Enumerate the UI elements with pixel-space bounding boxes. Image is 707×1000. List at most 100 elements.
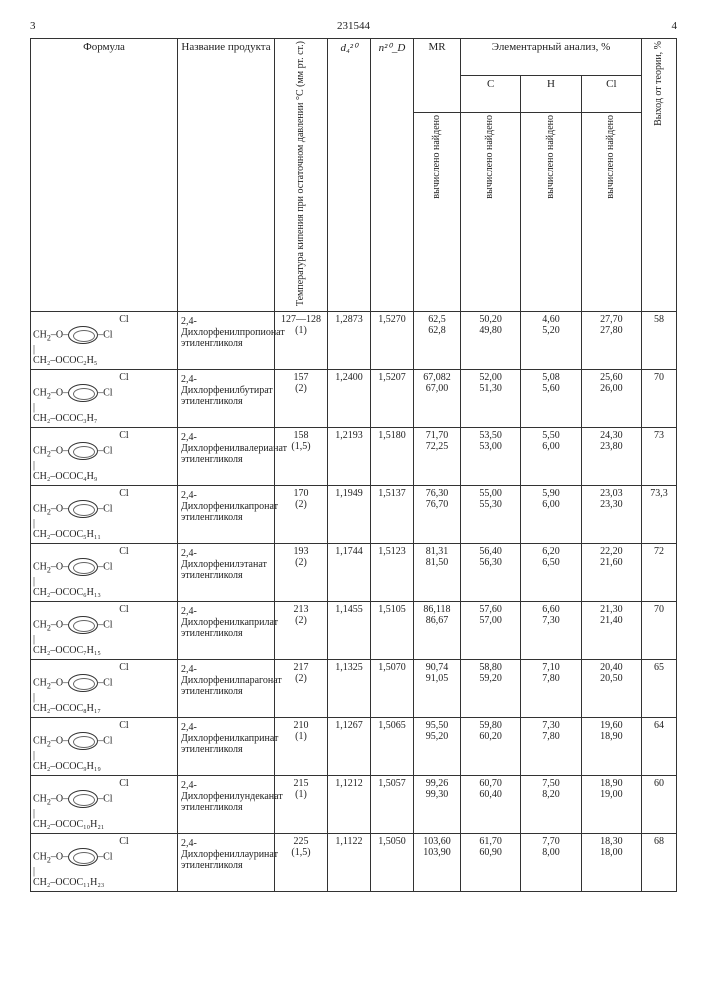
cell-c: 59,8060,20 (461, 718, 521, 776)
cell-refraction: 1,5180 (371, 428, 414, 486)
cell-density: 1,1122 (328, 834, 371, 892)
cell-refraction: 1,5050 (371, 834, 414, 892)
cell-h: 7,307,80 (521, 718, 581, 776)
cell-mr: 95,5095,20 (414, 718, 461, 776)
cell-formula: ClCH2–O––Cl|CH₂–OCOC₆H₁₃ (31, 544, 178, 602)
cell-mr: 67,08267,00 (414, 370, 461, 428)
cell-formula: ClCH2–O––Cl|CH₂–OCOC₅H₁₁ (31, 486, 178, 544)
cell-refraction: 1,5270 (371, 312, 414, 370)
cell-cl: 18,9019,00 (581, 776, 641, 834)
cell-temp: 170(2) (275, 486, 328, 544)
cell-formula: ClCH2–O––Cl|CH₂–OCOC₈H₁₇ (31, 660, 178, 718)
col-elem-h-sub: вычислено найдено (521, 112, 581, 311)
cell-temp: 127—128(1) (275, 312, 328, 370)
cell-formula: ClCH2–O––Cl|CH₂–OCOC₁₀H₂₁ (31, 776, 178, 834)
cell-formula: ClCH2–O––Cl|CH₂–OCOC₁₁H₂₃ (31, 834, 178, 892)
cell-density: 1,1744 (328, 544, 371, 602)
cell-density: 1,2873 (328, 312, 371, 370)
col-elem-c: C (461, 75, 521, 112)
table-head: Формула Название продукта Температура ки… (31, 39, 677, 312)
col-elem-h: H (521, 75, 581, 112)
col-elem-c-sub: вычислено найдено (461, 112, 521, 311)
col-mr-sub: вычислено найдено (414, 112, 461, 311)
col-elem-cl-sub: вычислено найдено (581, 112, 641, 311)
cell-mr: 86,11886,67 (414, 602, 461, 660)
col-mr: MR (414, 39, 461, 113)
page-right: 4 (672, 20, 678, 32)
cell-refraction: 1,5065 (371, 718, 414, 776)
cell-yield: 73,3 (642, 486, 677, 544)
cell-h: 6,607,30 (521, 602, 581, 660)
cell-name: 2,4-Дихлорфенилундеканат этиленгликоля (178, 776, 275, 834)
cell-density: 1,1212 (328, 776, 371, 834)
cell-density: 1,1455 (328, 602, 371, 660)
table-body: ClCH2–O––Cl|CH₂–OCOC₂H₅2,4-Дихлорфенилпр… (31, 312, 677, 892)
cell-temp: 213(2) (275, 602, 328, 660)
cell-refraction: 1,5207 (371, 370, 414, 428)
cell-h: 6,206,50 (521, 544, 581, 602)
cell-mr: 81,3181,50 (414, 544, 461, 602)
table-row: ClCH2–O––Cl|CH₂–OCOC₄H₉2,4-Дихлорфенилва… (31, 428, 677, 486)
col-yield: Выход от теории, % (642, 39, 677, 312)
data-table: Формула Название продукта Температура ки… (30, 38, 677, 892)
cell-cl: 23,0323,30 (581, 486, 641, 544)
cell-density: 1,1267 (328, 718, 371, 776)
cell-name: 2,4-Дихлорфенилкапронат этиленгликоля (178, 486, 275, 544)
cell-temp: 217(2) (275, 660, 328, 718)
cell-yield: 70 (642, 370, 677, 428)
col-refraction: n²⁰_D (371, 39, 414, 312)
cell-c: 56,4056,30 (461, 544, 521, 602)
cell-mr: 103,60103,90 (414, 834, 461, 892)
cell-refraction: 1,5070 (371, 660, 414, 718)
cell-density: 1,1949 (328, 486, 371, 544)
cell-name: 2,4-Дихлорфенилпарагонат этиленгликоля (178, 660, 275, 718)
table-row: ClCH2–O––Cl|CH₂–OCOC₉H₁₉2,4-Дихлорфенилк… (31, 718, 677, 776)
cell-h: 5,906,00 (521, 486, 581, 544)
cell-yield: 64 (642, 718, 677, 776)
table-row: ClCH2–O––Cl|CH₂–OCOC₂H₅2,4-Дихлорфенилпр… (31, 312, 677, 370)
table-row: ClCH2–O––Cl|CH₂–OCOC₅H₁₁2,4-Дихлорфенилк… (31, 486, 677, 544)
cell-density: 1,2400 (328, 370, 371, 428)
cell-h: 7,508,20 (521, 776, 581, 834)
col-elem-cl: Cl (581, 75, 641, 112)
cell-mr: 90,7491,05 (414, 660, 461, 718)
cell-temp: 210(1) (275, 718, 328, 776)
cell-yield: 70 (642, 602, 677, 660)
cell-cl: 21,3021,40 (581, 602, 641, 660)
cell-name: 2,4-Дихлорфенилвалерианат этиленгликоля (178, 428, 275, 486)
cell-temp: 158(1,5) (275, 428, 328, 486)
cell-density: 1,2193 (328, 428, 371, 486)
cell-formula: ClCH2–O––Cl|CH₂–OCOC₃H₇ (31, 370, 178, 428)
cell-yield: 68 (642, 834, 677, 892)
table-row: ClCH2–O––Cl|CH₂–OCOC₆H₁₃2,4-Дихлорфенилэ… (31, 544, 677, 602)
col-formula: Формула (31, 39, 178, 312)
cell-temp: 193(2) (275, 544, 328, 602)
cell-c: 52,0051,30 (461, 370, 521, 428)
cell-h: 5,085,60 (521, 370, 581, 428)
cell-mr: 62,562,8 (414, 312, 461, 370)
col-elem: Элементарный анализ, % (461, 39, 642, 76)
cell-name: 2,4-Дихлорфениллауринат этиленгликоля (178, 834, 275, 892)
cell-mr: 71,7072,25 (414, 428, 461, 486)
cell-formula: ClCH2–O––Cl|CH₂–OCOC₄H₉ (31, 428, 178, 486)
cell-yield: 58 (642, 312, 677, 370)
cell-cl: 22,2021,60 (581, 544, 641, 602)
cell-h: 4,605,20 (521, 312, 581, 370)
table-row: ClCH2–O––Cl|CH₂–OCOC₁₁H₂₃2,4-Дихлорфенил… (31, 834, 677, 892)
cell-temp: 215(1) (275, 776, 328, 834)
cell-yield: 72 (642, 544, 677, 602)
cell-mr: 99,2699,30 (414, 776, 461, 834)
cell-yield: 73 (642, 428, 677, 486)
cell-formula: ClCH2–O––Cl|CH₂–OCOC₇H₁₅ (31, 602, 178, 660)
cell-c: 58,8059,20 (461, 660, 521, 718)
cell-h: 7,107,80 (521, 660, 581, 718)
cell-mr: 76,3076,70 (414, 486, 461, 544)
cell-temp: 225(1,5) (275, 834, 328, 892)
cell-name: 2,4-Дихлорфенилпропионат этиленгликоля (178, 312, 275, 370)
cell-h: 7,708,00 (521, 834, 581, 892)
cell-name: 2,4-Дихлорфенилбутират этиленгликоля (178, 370, 275, 428)
table-row: ClCH2–O––Cl|CH₂–OCOC₃H₇2,4-Дихлорфенилбу… (31, 370, 677, 428)
cell-density: 1,1325 (328, 660, 371, 718)
cell-c: 57,6057,00 (461, 602, 521, 660)
cell-temp: 157(2) (275, 370, 328, 428)
